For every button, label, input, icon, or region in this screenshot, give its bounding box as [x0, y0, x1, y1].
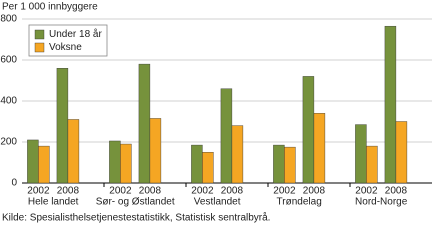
y-axis-label: Per 1 000 innbyggere [2, 2, 98, 13]
bar [231, 125, 244, 184]
bar [109, 140, 121, 184]
group-label: Sør- og Østlandet [96, 197, 175, 208]
x-tick-label: 2002 [355, 186, 378, 197]
y-tick-label: 400 [0, 96, 17, 107]
bar [366, 145, 378, 184]
legend-swatch [34, 42, 45, 53]
x-tick-label: 2008 [221, 186, 244, 197]
group-label: Nord-Norge [355, 197, 408, 208]
x-tick-label: 2002 [27, 186, 50, 197]
bar [38, 145, 50, 184]
y-tick-label: 800 [0, 14, 17, 25]
bar [191, 144, 203, 184]
bar [384, 25, 397, 184]
legend-swatch [34, 29, 45, 40]
x-tick-label: 2002 [109, 186, 132, 197]
y-tick-label: 200 [0, 137, 17, 148]
legend-label: Voksne [49, 42, 82, 53]
y-tick-label: 0 [11, 178, 17, 189]
bar [120, 143, 132, 184]
group-label: Vestlandet [194, 197, 241, 208]
bar [202, 152, 214, 184]
x-tick-label: 2002 [273, 186, 296, 197]
bar [313, 113, 326, 184]
bar [149, 118, 162, 184]
bar [273, 144, 285, 184]
bar [302, 76, 315, 184]
source: Kilde: Spesialisthelsetjenestestatistikk… [2, 212, 270, 224]
bar [138, 63, 151, 184]
bar [355, 124, 367, 184]
x-tick-label: 2008 [385, 186, 408, 197]
x-tick-label: 2008 [303, 186, 326, 197]
x-tick-label: 2008 [57, 186, 80, 197]
group-label: Trøndelag [277, 197, 322, 208]
bar [395, 121, 408, 184]
bar [67, 119, 80, 184]
bar [56, 67, 69, 184]
legend-label: Under 18 år [49, 28, 102, 40]
x-tick-label: 2002 [191, 186, 214, 197]
chart: Per 1 000 innbyggere Kilde: Spesialisthe… [0, 2, 432, 224]
x-tick-label: 2008 [139, 186, 162, 197]
bar [27, 139, 39, 184]
bar [284, 146, 296, 184]
group-label: Hele landet [28, 197, 79, 208]
y-tick-label: 600 [0, 55, 17, 66]
bar [220, 88, 233, 184]
